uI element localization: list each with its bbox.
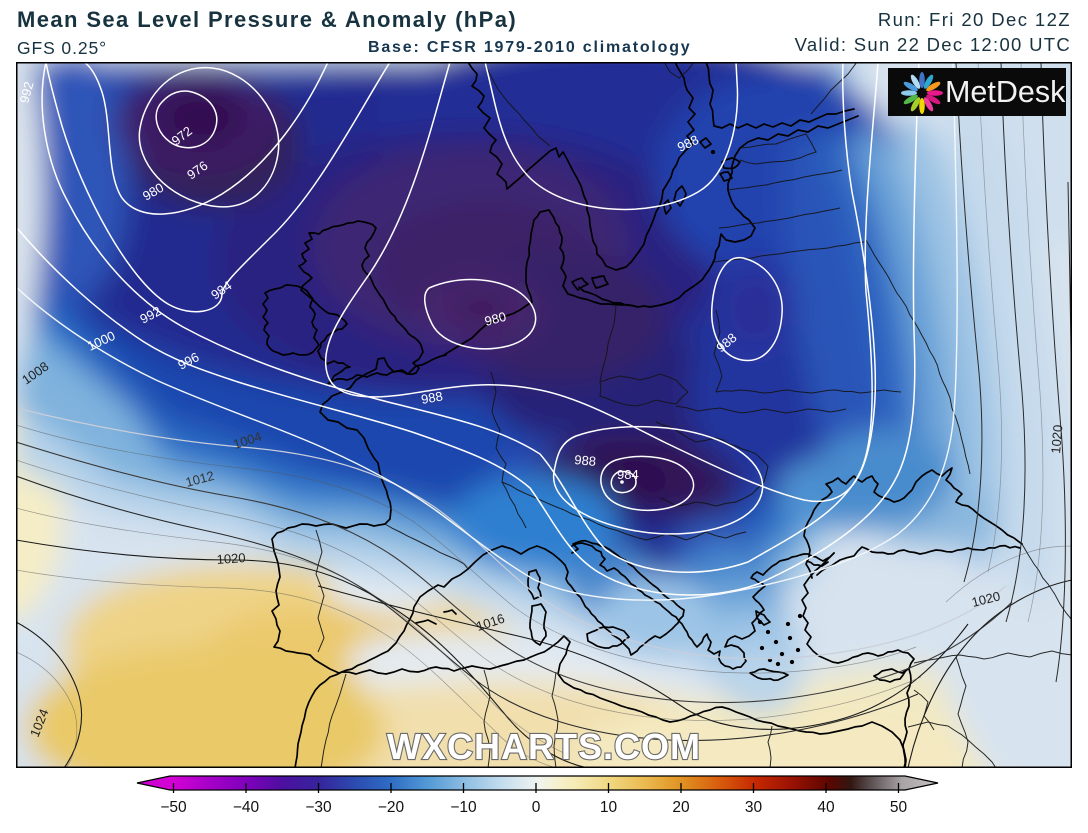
svg-text:984: 984 bbox=[617, 467, 639, 482]
svg-text:10: 10 bbox=[600, 799, 618, 816]
svg-text:1020: 1020 bbox=[216, 550, 246, 567]
svg-text:−40: −40 bbox=[233, 799, 260, 816]
svg-text:988: 988 bbox=[420, 388, 444, 407]
svg-text:20: 20 bbox=[672, 799, 690, 816]
svg-text:MetDesk: MetDesk bbox=[945, 75, 1066, 109]
svg-text:980: 980 bbox=[483, 309, 508, 329]
svg-text:992: 992 bbox=[16, 80, 36, 105]
svg-text:50: 50 bbox=[890, 799, 908, 816]
svg-text:WXCHARTS.COM: WXCHARTS.COM bbox=[387, 726, 701, 767]
svg-text:988: 988 bbox=[574, 452, 597, 469]
svg-text:1012: 1012 bbox=[184, 468, 216, 490]
svg-text:−20: −20 bbox=[378, 799, 405, 816]
svg-text:−30: −30 bbox=[305, 799, 332, 816]
svg-text:1020: 1020 bbox=[970, 588, 1002, 610]
svg-text:−10: −10 bbox=[450, 799, 477, 816]
svg-text:0: 0 bbox=[532, 799, 541, 816]
svg-text:40: 40 bbox=[817, 799, 835, 816]
svg-text:30: 30 bbox=[745, 799, 763, 816]
svg-text:−50: −50 bbox=[160, 799, 187, 816]
svg-text:1020: 1020 bbox=[1048, 424, 1065, 454]
